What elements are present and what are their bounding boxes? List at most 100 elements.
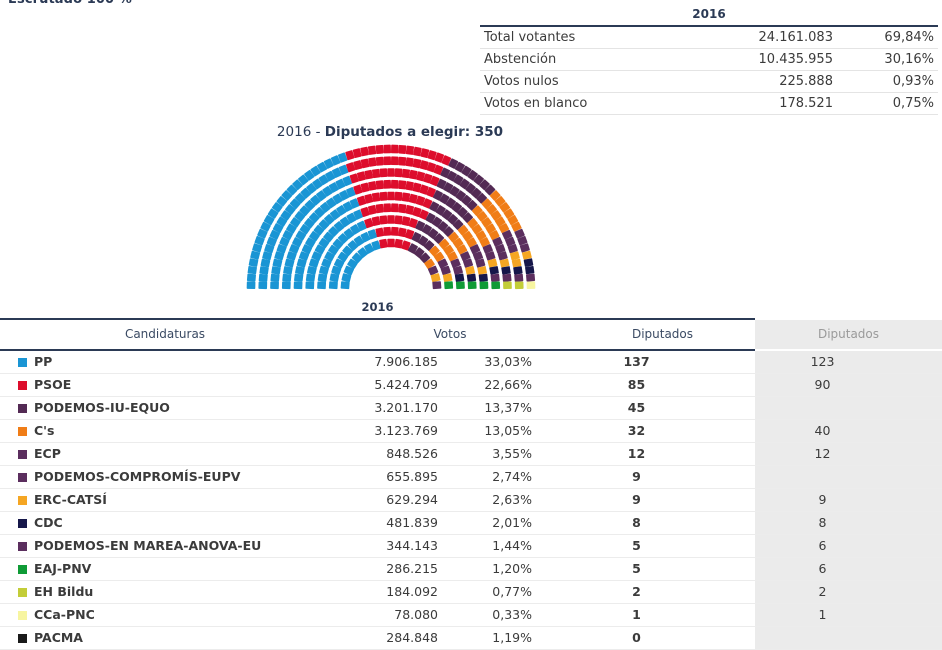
table-row[interactable]: PACMA 284.848 1,19% 0: [0, 626, 942, 650]
hemicycle-seat: [271, 266, 281, 275]
hemicycle-seat: [485, 251, 496, 261]
hemicycle-seat: [478, 273, 488, 282]
seats-cell: 137: [570, 350, 755, 374]
hemicycle-seat: [438, 238, 450, 250]
hemicycle-seat: [462, 212, 474, 223]
party-name: CDC: [34, 515, 63, 530]
hemicycle-seat: [426, 187, 436, 198]
hemicycle-seat: [356, 195, 367, 206]
hemicycle-seat: [264, 244, 275, 254]
hemicycle-seat: [462, 258, 474, 268]
votes-cell: 848.526: [330, 442, 480, 466]
table-row[interactable]: ERC-CATSÍ 629.294 2,63% 9 9: [0, 488, 942, 512]
hemicycle-seat: [347, 258, 358, 269]
seats-previous-cell: 12: [755, 442, 942, 466]
hemicycle-seat: [419, 252, 431, 264]
seats-previous-cell: 2: [755, 580, 942, 604]
column-header-votos[interactable]: Votos: [330, 318, 570, 351]
hemicycle-seat: [440, 167, 451, 178]
seats-cell: 12: [570, 442, 755, 466]
hemicycle-seat: [342, 245, 353, 257]
hemicycle-seat: [412, 182, 422, 193]
party-name: C's: [34, 423, 55, 438]
hemicycle-seat: [449, 186, 460, 197]
hemicycle-seat: [299, 224, 311, 235]
hemicycle-seat: [397, 227, 407, 238]
seats-cell: 8: [570, 511, 755, 535]
hemicycle-seat: [414, 247, 425, 259]
hemicycle-seat: [383, 179, 392, 189]
hemicycle-seat: [383, 226, 392, 236]
hemicycle-seat: [387, 168, 395, 177]
hemicycle-seat: [484, 184, 496, 196]
votes-cell: 3.123.769: [330, 419, 480, 443]
party-name: PODEMOS-IU-EQUO: [34, 400, 170, 415]
hemicycle-seat: [323, 158, 334, 169]
hemicycle-seat: [448, 231, 459, 243]
summary-table: 2016 Total votantes 24.161.083 69,84% Abste…: [480, 8, 938, 115]
hemicycle-seat: [442, 273, 453, 283]
hemicycle-seat: [286, 184, 298, 196]
table-row[interactable]: ECP 848.526 3,55% 12 12: [0, 442, 942, 466]
hemicycle-seat: [286, 251, 297, 261]
hemicycle-year: 2016: [276, 124, 312, 140]
hemicycle-seat: [353, 235, 365, 247]
hemicycle-seat: [274, 251, 285, 261]
hemicycle-seat: [271, 202, 283, 213]
party-name: PACMA: [34, 630, 83, 645]
party-color-swatch: [18, 634, 27, 643]
column-header-candidaturas[interactable]: Candidaturas: [0, 318, 330, 351]
party-color-swatch: [18, 427, 27, 436]
hemicycle-seat: [407, 243, 418, 254]
hemicycle-seat: [492, 236, 503, 247]
hemicycle-seat: [328, 226, 339, 237]
hemicycle-seat: [292, 237, 303, 248]
table-row[interactable]: PODEMOS-EN MAREA-ANOVA-EU 344.143 1,44% 5 6: [0, 534, 942, 558]
hemicycle-seat: [487, 258, 498, 268]
seats-previous-cell: [755, 626, 942, 650]
table-row[interactable]: PODEMOS-IU-EQUO 3.201.170 13,37% 45: [0, 396, 942, 420]
hemicycle-seat: [375, 144, 384, 154]
table-row[interactable]: EH Bildu 184.092 0,77% 2 2: [0, 580, 942, 604]
hemicycle-seat: [263, 215, 275, 226]
hemicycle-seat: [346, 187, 356, 198]
party-name: EH Bildu: [34, 584, 94, 599]
hemicycle-seat: [276, 196, 288, 207]
table-row[interactable]: EAJ-PNV 286.215 1,20% 5 6: [0, 557, 942, 581]
hemicycle-seat: [284, 258, 295, 268]
table-row[interactable]: CCa-PNC 78.080 0,33% 1 1: [0, 603, 942, 627]
table-row[interactable]: CDC 481.839 2,01% 8 8: [0, 511, 942, 535]
party-cell: CDC: [0, 511, 330, 535]
hemicycle-seat: [298, 251, 310, 261]
seats-cell: 5: [570, 534, 755, 558]
hemicycle-seat: [473, 174, 484, 186]
hemicycle-seat: [448, 158, 459, 169]
table-row[interactable]: PODEMOS-COMPROMÍS-EUPV 655.895 2,74% 9: [0, 465, 942, 489]
column-header-diputados[interactable]: Diputados: [570, 318, 755, 351]
hemicycle-seat: [319, 265, 329, 275]
table-row[interactable]: PSOE 5.424.709 22,66% 85 90: [0, 373, 942, 397]
seats-cell: 85: [570, 373, 755, 397]
table-row[interactable]: PP 7.906.185 33,03% 137 123: [0, 350, 942, 374]
hemicycle-seat: [490, 273, 500, 282]
table-row[interactable]: C's 3.123.769 13,05% 32 40: [0, 419, 942, 443]
party-color-swatch: [18, 519, 27, 528]
percent-cell: 1,44%: [480, 534, 570, 558]
hemicycle-seat: [470, 187, 482, 199]
summary-row-label: Votos nulos: [480, 70, 709, 93]
hemicycle-seat: [346, 162, 356, 173]
hemicycle-seat: [461, 194, 472, 206]
party-name: PP: [34, 354, 53, 369]
hemicycle-seat: [401, 216, 411, 226]
hemicycle-seat: [250, 250, 261, 260]
seats-previous-cell: [755, 465, 942, 489]
hemicycle-seat: [501, 266, 511, 275]
hemicycle-seat: [367, 145, 377, 155]
summary-row-label: Total votantes: [480, 26, 709, 49]
hemicycle-seat: [314, 206, 325, 218]
hemicycle-seat: [326, 197, 337, 209]
hemicycle-seat: [457, 206, 468, 218]
column-header-diputados-previo[interactable]: Diputados: [755, 318, 942, 351]
hemicycle-seat: [427, 265, 439, 276]
hemicycle-seat: [517, 235, 528, 246]
